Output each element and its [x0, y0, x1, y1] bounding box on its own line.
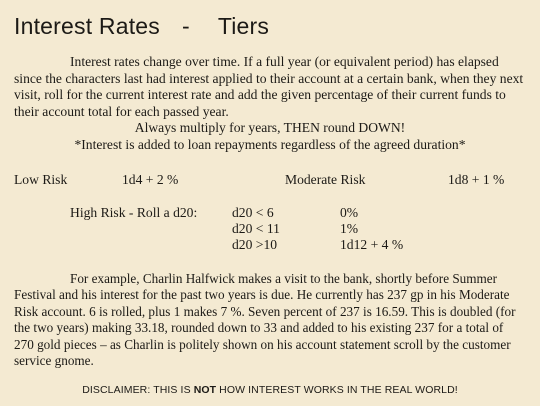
disclaimer-emphasis: NOT [193, 384, 217, 396]
example-paragraph: For example, Charlin Halfwick makes a vi… [14, 271, 516, 369]
title-separator: - [181, 13, 190, 39]
high-risk-roll-1: d20 < 6 [232, 205, 274, 220]
intro-section: Interest rates change over time. If a fu… [14, 54, 526, 153]
high-risk-result-2: 1% [340, 221, 359, 236]
loan-note: *Interest is added to loan repayments re… [74, 136, 466, 152]
rounding-rule: Always multiply for years, THEN round DO… [134, 120, 406, 135]
title-main: Interest Rates [14, 13, 160, 39]
high-risk-result-3: 1d12 + 4 % [340, 237, 404, 252]
high-risk-result-1: 0% [340, 205, 359, 220]
high-risk-roll-3: d20 >10 [232, 237, 278, 252]
high-risk-label: High Risk - Roll a d20: [70, 205, 198, 220]
disclaimer: DISCLAIMER: THIS IS NOT HOW INTEREST WOR… [0, 384, 540, 396]
moderate-risk-value: 1d8 + 1 % [448, 172, 505, 187]
title-sub: Tiers [217, 13, 270, 39]
disclaimer-end: HOW INTEREST WORKS IN THE REAL WORLD! [216, 384, 458, 396]
low-risk-value: 1d4 + 2 % [122, 172, 179, 187]
high-risk-roll-2: d20 < 11 [232, 221, 280, 236]
intro-paragraph: Interest rates change over time. If a fu… [14, 54, 524, 119]
moderate-risk-label: Moderate Risk [285, 172, 366, 187]
example-section: For example, Charlin Halfwick makes a vi… [14, 271, 526, 369]
disclaimer-start: DISCLAIMER: THIS IS [82, 384, 194, 396]
low-risk-label: Low Risk [14, 172, 68, 187]
page-title: Interest Rates - Tiers [14, 13, 269, 40]
